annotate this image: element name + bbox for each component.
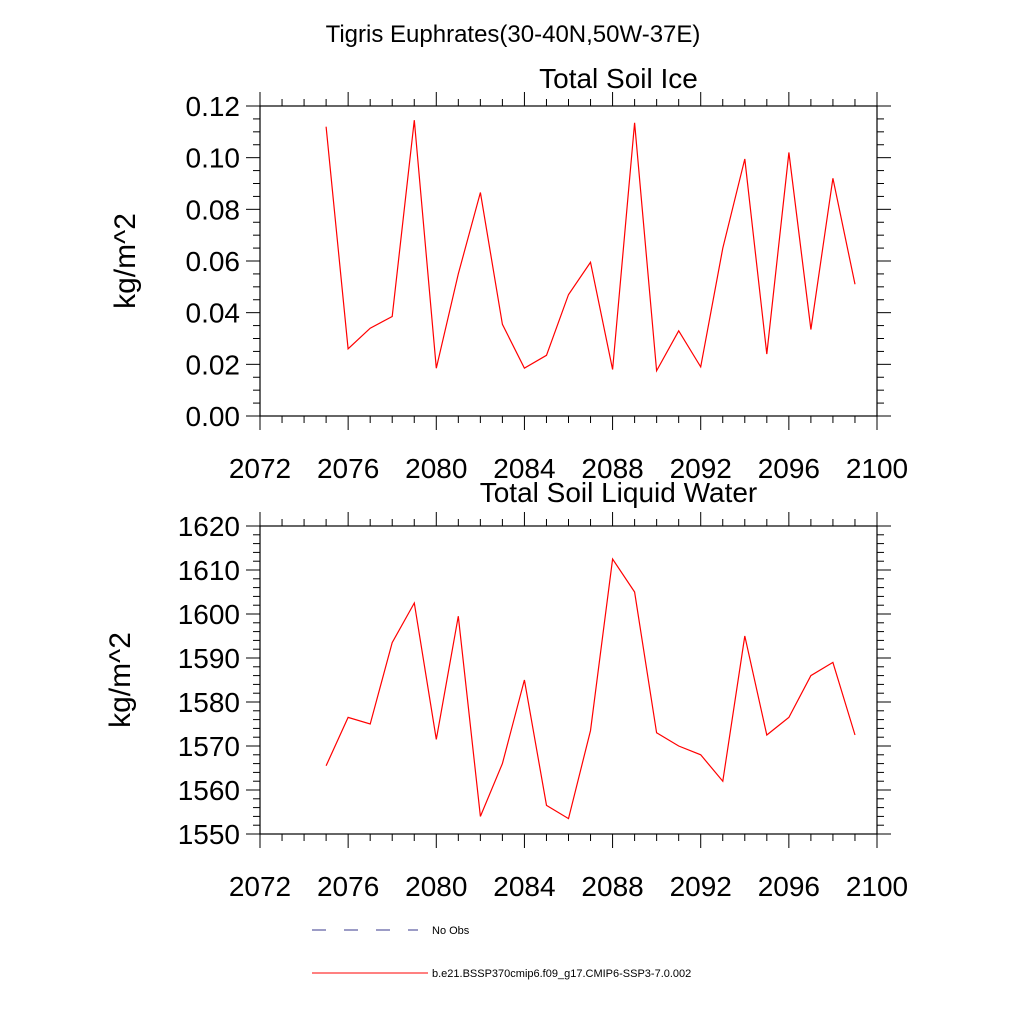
figure-title: Tigris Euphrates(30-40N,50W-37E) (326, 21, 701, 48)
x-tick-label: 2084 (493, 871, 555, 902)
series-line (325, 120, 856, 373)
x-tick-label: 2092 (670, 453, 732, 484)
chart-panel-total-soil-liquid-water: Total Soil Liquid Water 2072 2076 2080 2084 2… (104, 477, 908, 902)
x-tick-label: 2084 (493, 453, 555, 484)
legend-label-model: b.e21.BSSP370cmip6.f09_g17.CMIP6-SSP3-7.… (432, 968, 691, 980)
x-tick-label: 2080 (405, 871, 467, 902)
plot-frame (259, 105, 878, 417)
x-tick-label: 2088 (581, 871, 643, 902)
y-tick-label: 0.04 (186, 298, 241, 329)
x-tick-label: 2076 (317, 871, 379, 902)
x-tick-label: 2100 (846, 453, 908, 484)
chart-legend: No Obs b.e21.BSSP370cmip6.f09_g17.CMIP6-… (312, 925, 691, 980)
y-axis-label: kg/m^2 (104, 632, 137, 728)
y-tick-label: 1580 (178, 687, 240, 718)
y-tick-label: 1570 (178, 731, 240, 762)
y-tick-label: 1550 (178, 819, 240, 850)
x-tick-label: 2088 (581, 453, 643, 484)
x-tick-label: 2100 (846, 871, 908, 902)
y-tick-label: 0.08 (186, 194, 241, 225)
x-tick-label: 2072 (229, 453, 291, 484)
x-tick-label: 2092 (670, 871, 732, 902)
x-tick-label: 2076 (317, 453, 379, 484)
y-tick-label: 0.06 (186, 246, 241, 277)
chart-panel-total-soil-ice: Total Soil Ice 2072 2076 2080 2084 2088 2092 20… (109, 63, 908, 484)
x-tick-label: 2080 (405, 453, 467, 484)
chart-title: Total Soil Ice (539, 63, 698, 94)
y-axis-label: kg/m^2 (109, 213, 142, 309)
y-tick-label: 0.10 (186, 143, 241, 174)
x-tick-label: 2096 (758, 871, 820, 902)
plot-frame (259, 525, 878, 835)
legend-label-no-obs: No Obs (432, 925, 470, 937)
y-tick-label: 0.02 (186, 349, 241, 380)
y-tick-label: 1590 (178, 643, 240, 674)
y-tick-label: 0.12 (186, 91, 241, 122)
x-tick-label: 2096 (758, 453, 820, 484)
x-tick-label: 2072 (229, 871, 291, 902)
y-tick-label: 1560 (178, 775, 240, 806)
y-tick-label: 0.00 (186, 401, 241, 432)
series-line (325, 557, 856, 820)
y-tick-label: 1600 (178, 599, 240, 630)
y-tick-label: 1620 (178, 511, 240, 542)
y-tick-label: 1610 (178, 555, 240, 586)
chart-title: Total Soil Liquid Water (480, 477, 758, 508)
